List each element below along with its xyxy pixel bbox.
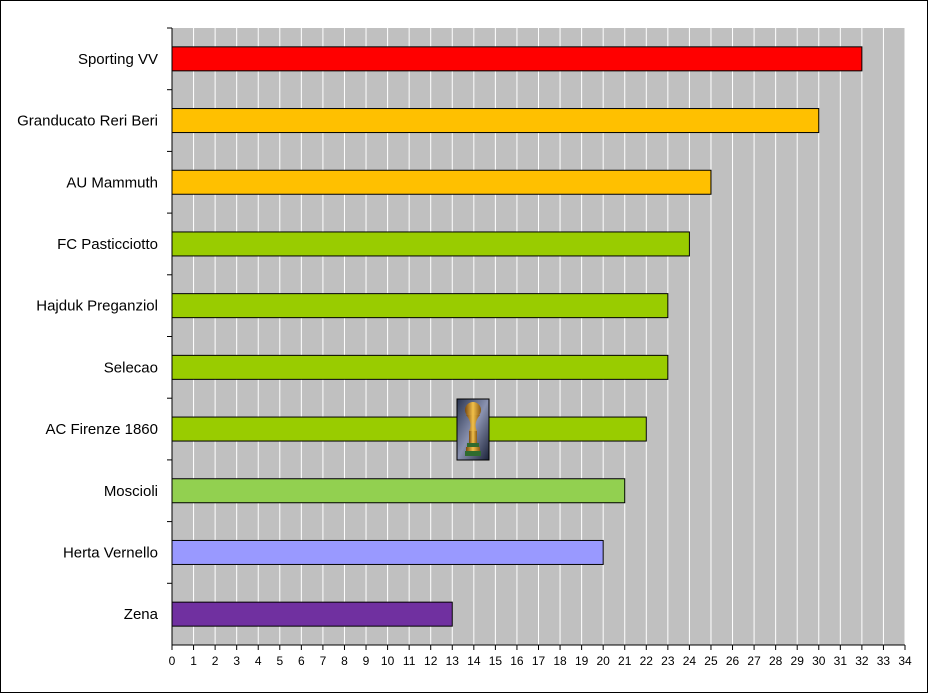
category-label: Granducato Reri Beri bbox=[17, 113, 158, 130]
x-tick-label: 10 bbox=[381, 654, 395, 668]
category-label: Hajduk Preganziol bbox=[36, 298, 158, 315]
x-tick-label: 7 bbox=[320, 654, 327, 668]
x-tick-label: 6 bbox=[298, 654, 305, 668]
x-tick-label: 14 bbox=[467, 654, 481, 668]
x-tick-label: 26 bbox=[726, 654, 740, 668]
x-tick-label: 3 bbox=[233, 654, 240, 668]
x-tick-label: 29 bbox=[791, 654, 805, 668]
x-tick-label: 32 bbox=[855, 654, 869, 668]
x-tick-label: 34 bbox=[898, 654, 912, 668]
x-tick-label: 8 bbox=[341, 654, 348, 668]
x-tick-label: 5 bbox=[276, 654, 283, 668]
x-tick-label: 19 bbox=[575, 654, 589, 668]
x-tick-label: 25 bbox=[704, 654, 718, 668]
x-tick-label: 15 bbox=[489, 654, 503, 668]
bar bbox=[171, 231, 690, 257]
x-tick-label: 18 bbox=[553, 654, 567, 668]
category-label: AU Mammuth bbox=[66, 174, 158, 191]
x-tick-label: 31 bbox=[834, 654, 848, 668]
x-tick-label: 1 bbox=[190, 654, 197, 668]
bar bbox=[171, 46, 863, 72]
x-tick-label: 24 bbox=[683, 654, 697, 668]
x-tick-label: 13 bbox=[446, 654, 460, 668]
x-tick-label: 21 bbox=[618, 654, 632, 668]
x-tick-label: 22 bbox=[640, 654, 654, 668]
category-label: Moscioli bbox=[104, 483, 158, 500]
x-tick-label: 30 bbox=[812, 654, 826, 668]
x-tick-label: 9 bbox=[363, 654, 370, 668]
category-labels: Sporting VV Granducato Reri Beri AU Mammut… bbox=[17, 27, 172, 623]
x-tick-label: 20 bbox=[596, 654, 610, 668]
x-tick-label: 23 bbox=[661, 654, 675, 668]
bars bbox=[171, 46, 863, 627]
bar bbox=[171, 293, 669, 319]
category-label: Sporting VV bbox=[78, 51, 158, 68]
category-label: Selecao bbox=[104, 359, 158, 376]
x-tick-label: 4 bbox=[255, 654, 262, 668]
bar bbox=[171, 416, 647, 442]
x-tick-label: 2 bbox=[212, 654, 219, 668]
x-tick-label: 33 bbox=[877, 654, 891, 668]
category-label: Zena bbox=[124, 606, 159, 623]
trophy-icon bbox=[456, 398, 490, 461]
bar bbox=[171, 539, 604, 565]
bar bbox=[171, 354, 669, 380]
x-tick-label: 12 bbox=[424, 654, 438, 668]
bar bbox=[171, 169, 712, 195]
category-label: AC Firenze 1860 bbox=[45, 421, 158, 438]
x-tick-label: 28 bbox=[769, 654, 783, 668]
x-axis-ticks: 0 1 2 3 4 5 6 7 8 9 10 11 12 13 14 15 16 17 18 19 20 21 22 23 24… bbox=[169, 645, 912, 668]
x-tick-label: 27 bbox=[747, 654, 761, 668]
category-label: Herta Vernello bbox=[63, 544, 158, 561]
x-tick-label: 11 bbox=[403, 654, 416, 668]
bar bbox=[171, 478, 626, 504]
x-tick-label: 16 bbox=[510, 654, 524, 668]
bar bbox=[171, 108, 820, 134]
category-label: FC Pasticciotto bbox=[57, 236, 158, 253]
x-tick-label: 0 bbox=[169, 654, 176, 668]
bar bbox=[171, 601, 453, 627]
x-tick-label: 17 bbox=[532, 654, 546, 668]
